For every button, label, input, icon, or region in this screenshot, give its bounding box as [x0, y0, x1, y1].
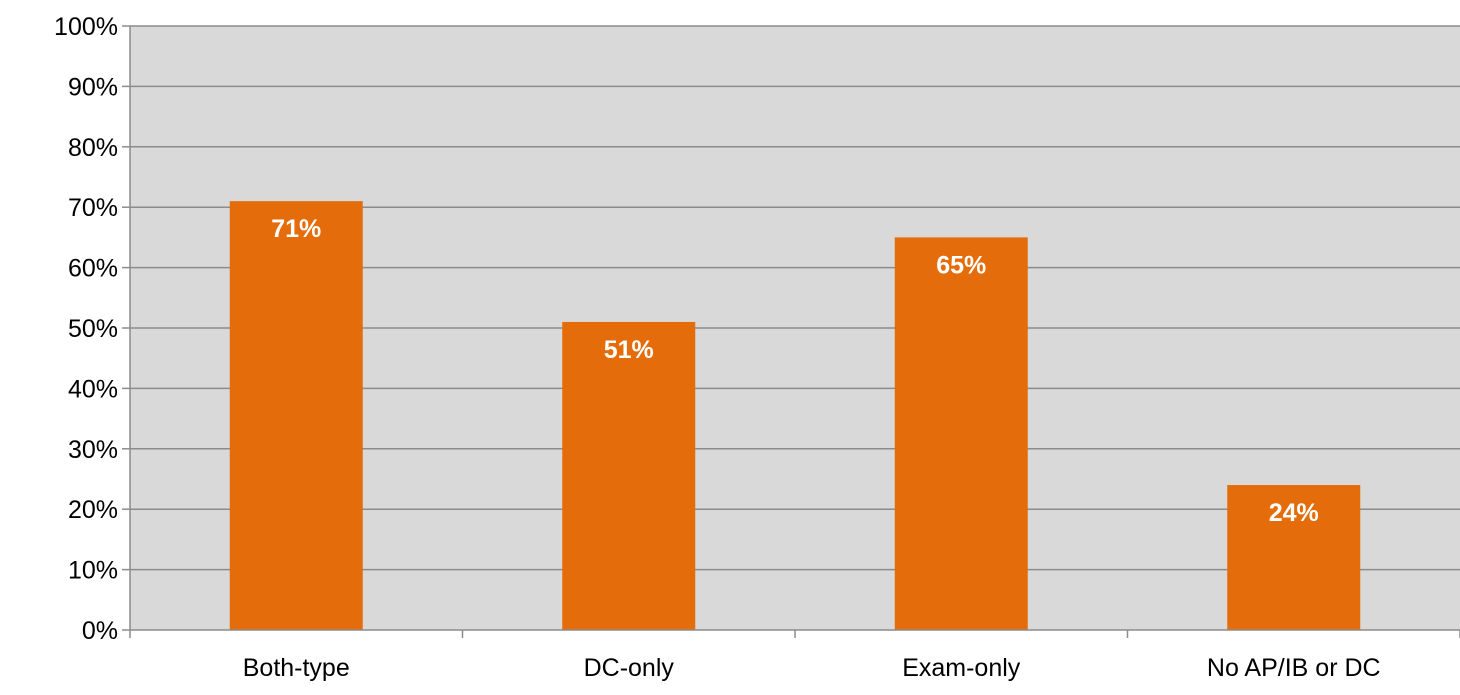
bar	[1227, 485, 1361, 630]
y-tick-label: 60%	[68, 255, 118, 283]
data-labels: 71% 51% 65% 24%	[271, 215, 1319, 527]
y-tick-label: 70%	[68, 194, 118, 222]
data-label: 51%	[604, 336, 654, 364]
bar	[562, 321, 696, 630]
y-tick-label: 20%	[68, 496, 118, 524]
y-tick-label: 10%	[68, 557, 118, 585]
data-label: 65%	[936, 251, 986, 279]
y-tick-label: 0%	[82, 617, 118, 645]
y-axis-tick-labels: 0% 10% 20% 30% 40% 50% 60% 70% 80% 90% 100%	[54, 13, 118, 645]
x-tick-label: DC-only	[584, 654, 675, 682]
bar	[894, 237, 1028, 630]
x-tick-label: No AP/IB or DC	[1207, 654, 1381, 682]
data-label: 71%	[271, 215, 321, 243]
y-tick-label: 90%	[68, 73, 118, 101]
data-label: 24%	[1269, 499, 1319, 527]
x-tick-label: Both-type	[243, 654, 350, 682]
y-tick-label: 40%	[68, 375, 118, 403]
y-tick-label: 50%	[68, 315, 118, 343]
bar	[229, 201, 363, 630]
bars	[229, 201, 1361, 630]
y-tick-label: 100%	[54, 13, 118, 41]
x-tick-label: Exam-only	[902, 654, 1021, 682]
y-tick-label: 30%	[68, 436, 118, 464]
axes	[122, 25, 1460, 638]
y-tick-label: 80%	[68, 134, 118, 162]
x-axis-tick-labels: Both-type DC-only Exam-only No AP/IB or DC	[243, 654, 1381, 682]
